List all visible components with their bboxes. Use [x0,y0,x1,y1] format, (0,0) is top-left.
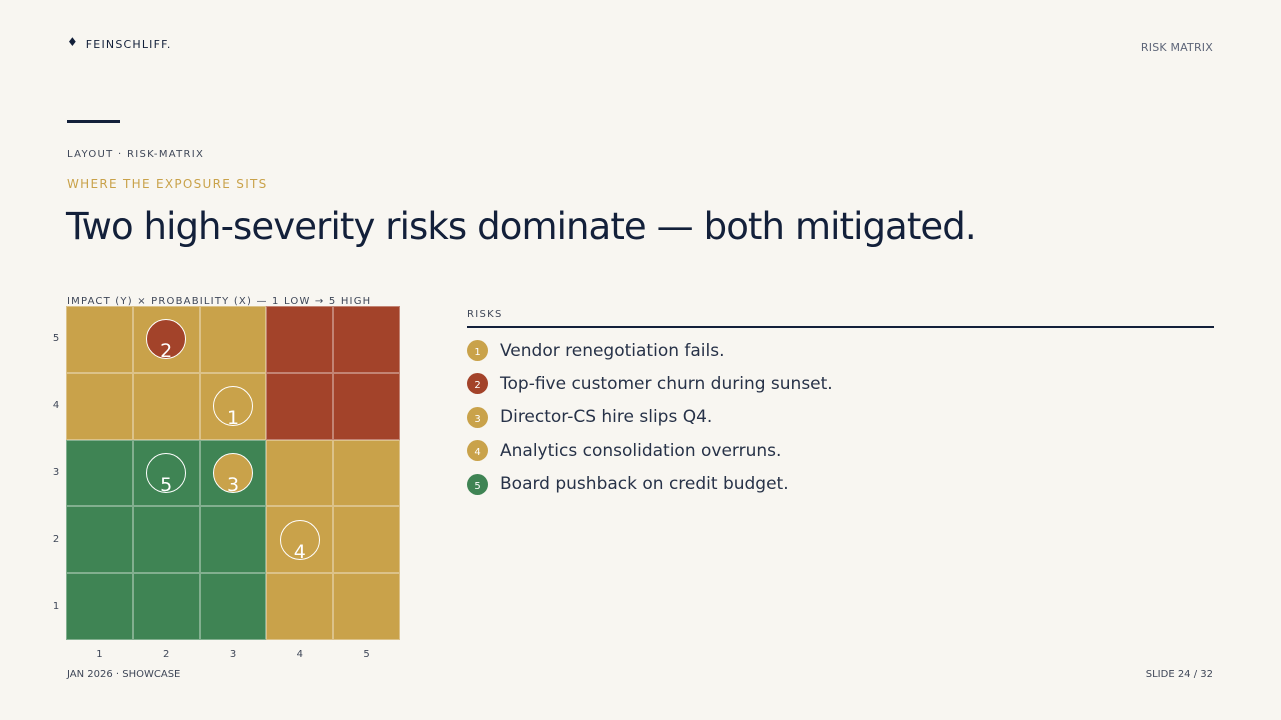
risk-bubble-4[interactable] [279,519,320,560]
matrix-cell [199,439,267,507]
matrix-cell [66,372,133,440]
risk-number-badge: 4 [467,440,488,462]
risk-number-badge: 2 [467,373,488,395]
risk-label: Board pushback on credit budget. [500,474,789,495]
risk-bubble-5[interactable] [146,453,187,493]
risk-number: 3 [474,413,481,425]
risk-number: 4 [474,447,481,459]
risk-bubble-number: 5 [160,474,173,496]
risk-label: Top-five customer churn during sunset. [500,373,833,394]
matrix-cell [333,573,400,640]
risks-divider [467,326,1214,328]
x-tick-label: 1 [96,649,103,660]
matrix-cell [132,372,200,440]
risk-list-item: 2 Top-five customer churn during sunset. [467,373,833,395]
brand-name: FEINSCHLIFF. [85,38,172,51]
risk-list-item: 5 Board pushback on credit budget. [467,473,789,495]
matrix-cell [333,306,400,373]
matrix-cell [333,372,400,440]
matrix-cell [266,372,334,440]
risk-label: Analytics consolidation overruns. [500,440,782,461]
eyebrow: WHERE THE EXPOSURE SITS [67,177,268,191]
x-tick-label: 3 [229,649,237,660]
risk-bubble-1[interactable] [213,386,253,427]
risk-list-item: 1 Vendor renegotiation fails. [467,340,725,361]
x-tick-label: 2 [163,649,170,660]
y-tick-label: 5 [52,333,60,345]
risk-list-item: 4 Analytics consolidation overruns. [467,440,782,462]
risk-bubble-number: 4 [293,540,306,563]
risk-bubble-number: 1 [226,407,240,430]
matrix-cell [66,573,133,640]
matrix-cell [266,439,334,507]
footer-date: JAN 2026 · SHOWCASE [67,669,181,680]
matrix-cell [266,306,334,373]
risks-heading: RISKS [467,309,503,320]
title-accent-rule [67,120,120,123]
risk-label: Vendor renegotiation fails. [500,340,725,361]
brand: ♦ FEINSCHLIFF. [67,34,172,52]
risk-bubble-2[interactable] [146,319,187,360]
risk-bubble-number: 3 [226,474,240,496]
risk-label: Director-CS hire slips Q4. [500,407,713,428]
y-tick-label: 3 [52,467,60,478]
risk-matrix-grid [66,306,400,640]
matrix-cell [66,306,133,373]
risk-number-badge: 5 [467,473,488,495]
risk-number-badge: 3 [467,406,488,428]
matrix-cell [132,573,200,640]
risk-list-item: 3 Director-CS hire slips Q4. [467,406,713,428]
risk-bubble-3[interactable] [213,453,253,493]
layout-tag: LAYOUT · RISK-MATRIX [67,149,205,160]
matrix-cell [66,439,133,507]
matrix-cell [132,306,200,373]
matrix-cell [333,506,400,574]
diamond-icon: ♦ [67,34,78,49]
y-tick-label: 4 [52,400,60,412]
matrix-cell [199,506,267,574]
risk-bubble-number: 2 [160,340,173,363]
matrix-cell [132,506,200,574]
slide-number: SLIDE 24 / 32 [1145,669,1213,680]
slide-title: Two high-severity risks dominate — both … [66,205,977,248]
y-tick-label: 1 [52,600,60,612]
matrix-cell [266,573,334,640]
x-tick-label: 5 [363,649,370,660]
x-tick-label: 4 [296,649,303,660]
risk-number: 1 [474,347,481,358]
risk-number-badge: 1 [467,340,488,361]
matrix-cell [333,439,400,507]
matrix-cell [199,573,267,640]
matrix-caption: IMPACT (Y) × PROBABILITY (X) — 1 LOW → 5… [67,296,372,307]
risk-number: 5 [474,480,481,492]
risk-number: 2 [474,380,481,392]
y-tick-label: 2 [52,533,60,545]
matrix-cell [199,306,267,373]
section-label: RISK MATRIX [1140,41,1213,54]
matrix-cell [66,506,133,574]
